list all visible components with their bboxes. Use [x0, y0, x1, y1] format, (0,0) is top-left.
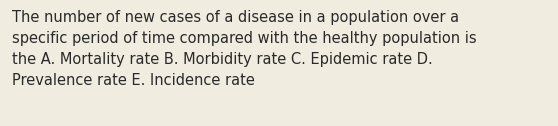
Text: The number of new cases of a disease in a population over a
specific period of t: The number of new cases of a disease in …	[12, 10, 477, 88]
